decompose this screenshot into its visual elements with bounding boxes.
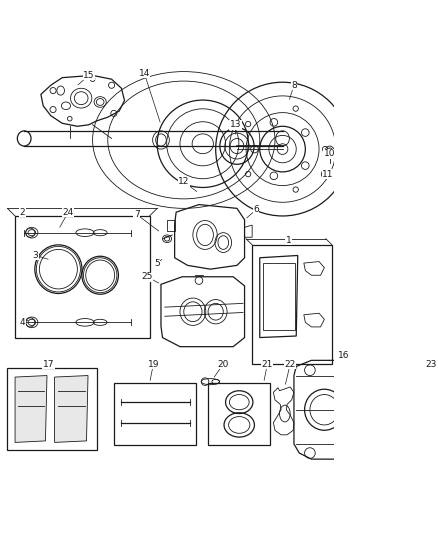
Text: 12: 12	[178, 177, 190, 186]
Bar	[208, 383, 270, 446]
Text: 10: 10	[324, 149, 336, 158]
Text: 25: 25	[141, 272, 153, 281]
Bar	[114, 383, 196, 446]
Text: 14: 14	[138, 69, 150, 78]
Text: 19: 19	[148, 360, 159, 369]
Text: 2: 2	[20, 208, 25, 217]
Text: 8: 8	[291, 81, 297, 90]
Text: 24: 24	[63, 208, 74, 217]
Text: 6: 6	[253, 205, 259, 214]
Text: 13: 13	[230, 120, 241, 130]
Text: 15: 15	[83, 71, 95, 80]
Text: 7: 7	[134, 210, 140, 219]
Text: 21: 21	[261, 360, 273, 369]
Text: 3: 3	[33, 251, 39, 260]
Polygon shape	[15, 376, 47, 442]
Text: 16: 16	[338, 351, 349, 360]
Text: 17: 17	[43, 360, 54, 369]
Text: 23: 23	[425, 360, 436, 369]
Text: 1: 1	[286, 236, 292, 245]
Text: 11: 11	[322, 169, 334, 179]
Polygon shape	[55, 376, 88, 442]
Text: 22: 22	[285, 360, 296, 369]
Text: 5: 5	[154, 259, 160, 268]
Bar	[7, 368, 97, 450]
Text: 4: 4	[20, 318, 25, 327]
Bar	[263, 263, 295, 330]
Text: 20: 20	[218, 360, 229, 369]
